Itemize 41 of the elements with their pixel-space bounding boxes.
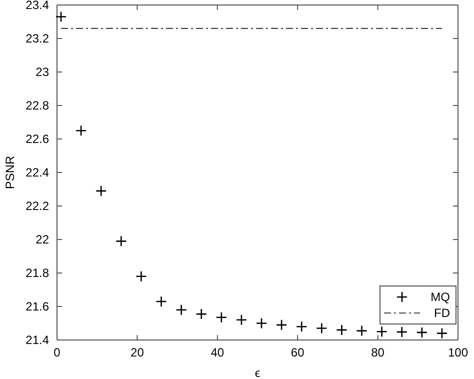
point	[336, 324, 348, 336]
y-tick-label: 21.6	[26, 299, 50, 314]
point	[376, 326, 388, 338]
point	[296, 320, 308, 332]
point	[416, 326, 428, 338]
x-tick-label: 20	[130, 346, 144, 360]
point	[116, 236, 127, 247]
x-axis-title: ϵ	[254, 366, 260, 379]
point	[396, 326, 408, 338]
point	[196, 308, 208, 320]
point	[95, 185, 107, 197]
point	[136, 270, 147, 282]
y-tick-label: 22	[36, 232, 50, 246]
point	[216, 312, 228, 324]
point	[55, 11, 67, 22]
y-tick-label: 23.4	[26, 0, 50, 12]
point	[236, 314, 248, 326]
point	[156, 296, 167, 308]
x-tick-label: 40	[210, 346, 224, 360]
point	[356, 325, 368, 336]
y-tick-label: 21.8	[26, 266, 50, 280]
x-tick-label: 0	[54, 346, 61, 360]
y-tick-label: 22.6	[26, 132, 50, 146]
point	[176, 304, 187, 316]
point	[316, 322, 328, 334]
x-tick-label: 80	[371, 346, 385, 360]
x-tick-label: 60	[290, 346, 305, 360]
y-axis-title: PSNR	[3, 156, 17, 190]
point	[436, 328, 448, 339]
y-tick-label: 21.4	[26, 332, 50, 347]
point	[256, 318, 268, 329]
point	[75, 124, 87, 136]
y-tick-label: 22.8	[26, 98, 50, 112]
point	[276, 319, 288, 331]
y-tick-label: 22.4	[26, 165, 50, 180]
y-tick-label: 22.2	[26, 198, 50, 213]
legend-label: FD	[434, 306, 450, 320]
y-tick-label: 23.2	[26, 31, 50, 46]
y-tick-label: 23	[36, 64, 50, 79]
legend-label: MQ	[430, 290, 450, 304]
x-tick-label: 100	[448, 346, 468, 360]
